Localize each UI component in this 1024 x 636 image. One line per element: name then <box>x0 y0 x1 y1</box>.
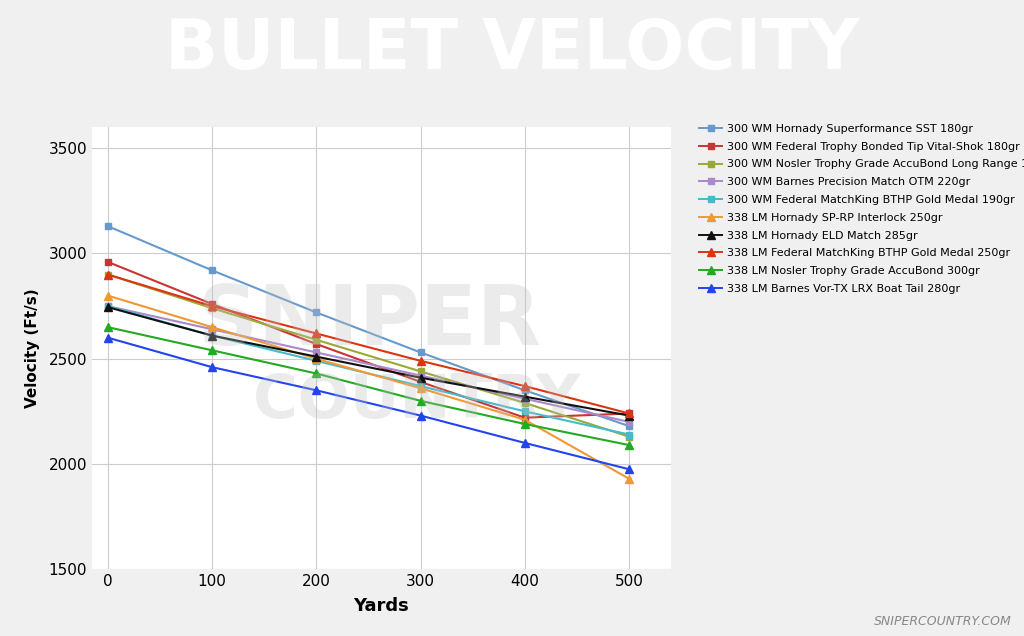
Text: SNIPERCOUNTRY.COM: SNIPERCOUNTRY.COM <box>873 616 1012 628</box>
Y-axis label: Velocity (Ft/s): Velocity (Ft/s) <box>26 288 40 408</box>
Legend: 300 WM Hornady Superformance SST 180gr, 300 WM Federal Trophy Bonded Tip Vital-S: 300 WM Hornady Superformance SST 180gr, … <box>699 124 1024 294</box>
Text: BULLET VELOCITY: BULLET VELOCITY <box>165 16 859 83</box>
Text: COUNTRY: COUNTRY <box>253 372 580 431</box>
Text: SNIPER: SNIPER <box>199 281 542 362</box>
X-axis label: Yards: Yards <box>353 597 410 616</box>
